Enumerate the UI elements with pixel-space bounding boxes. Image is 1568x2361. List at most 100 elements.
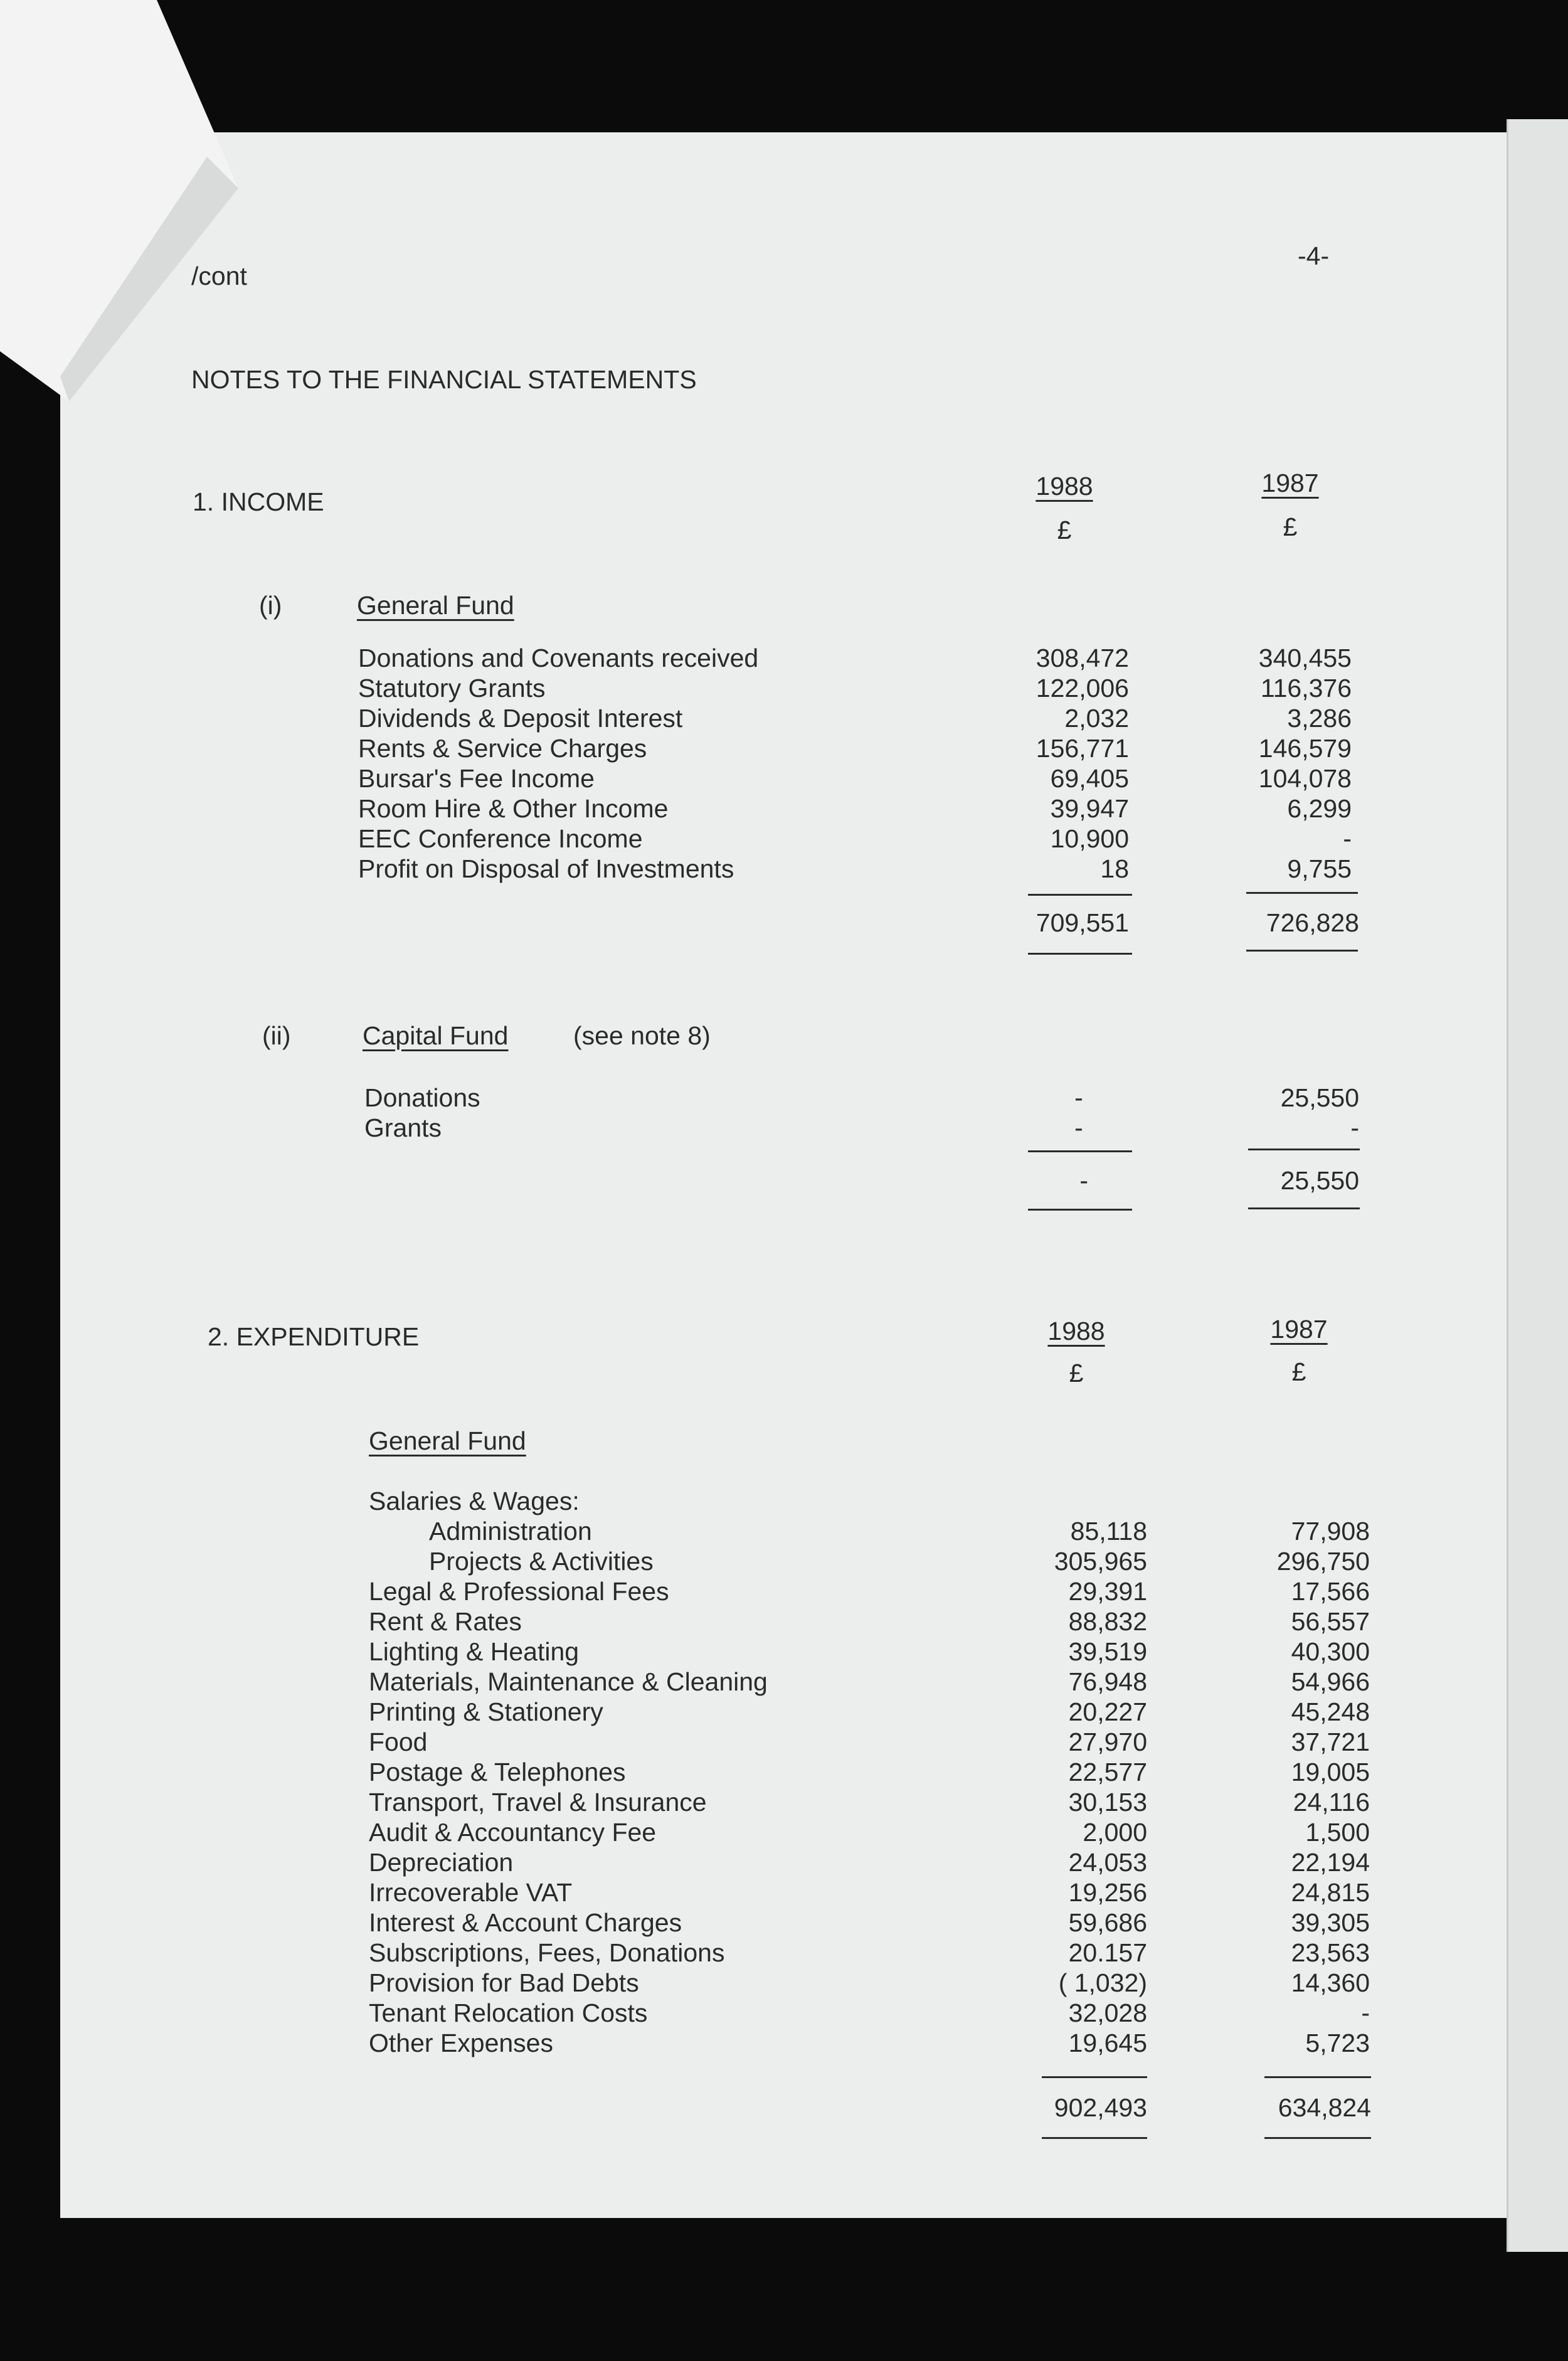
- table-row: Grants - -: [0, 1113, 1568, 1143]
- value-1987: 24,815: [1291, 1878, 1370, 1907]
- table-row: Room Hire & Other Income 39,947 6,299: [0, 793, 1568, 824]
- value-1987: 340,455: [1258, 644, 1352, 672]
- value-1988: 39,947: [1050, 794, 1129, 823]
- table-row: Salaries & Wages:: [0, 1486, 1568, 1516]
- table-row: Administration 85,118 77,908: [0, 1516, 1568, 1546]
- table-row: Tenant Relocation Costs 32,028 -: [0, 1998, 1568, 2028]
- general-fund-title: General Fund: [357, 591, 514, 620]
- row-label: Tenant Relocation Costs: [369, 1998, 648, 2027]
- expenditure-currency-1987: £: [1291, 1357, 1306, 1386]
- value-1988: 20.157: [1068, 1938, 1147, 1967]
- continued-label: /cont: [191, 262, 247, 290]
- value-1987: 54,966: [1291, 1667, 1370, 1696]
- total-1988: 902,493: [1054, 2093, 1147, 2122]
- table-row: Provision for Bad Debts ( 1,032) 14,360: [0, 1968, 1568, 1998]
- value-1988: 76,948: [1068, 1667, 1147, 1696]
- value-1987: 5,723: [1305, 2029, 1370, 2057]
- row-label: Profit on Disposal of Investments: [358, 854, 734, 883]
- row-label: Dividends & Deposit Interest: [358, 704, 683, 733]
- page-number: -4-: [1298, 241, 1330, 270]
- rule: [1264, 2076, 1371, 2078]
- row-label: Legal & Professional Fees: [369, 1577, 669, 1606]
- value-1988: 69,405: [1050, 764, 1129, 793]
- row-label: Transport, Travel & Insurance: [369, 1788, 707, 1817]
- value-1988: ( 1,032): [1058, 1968, 1147, 1997]
- value-1987: 40,300: [1291, 1637, 1370, 1666]
- value-1988: 85,118: [1070, 1517, 1147, 1546]
- expenditure-year-1987: 1987: [1270, 1315, 1328, 1344]
- income-currency-1988: £: [1057, 516, 1072, 544]
- value-1988: 29,391: [1068, 1577, 1147, 1606]
- income-currency-1987: £: [1283, 512, 1298, 541]
- rule: [1248, 1149, 1360, 1150]
- row-label: Donations: [364, 1083, 480, 1112]
- value-1988: 305,965: [1054, 1547, 1147, 1576]
- table-row: Donations - 25,550: [0, 1083, 1568, 1113]
- rule: [1246, 892, 1358, 894]
- table-row: Materials, Maintenance & Cleaning 76,948 5…: [0, 1667, 1568, 1697]
- value-1987: 6,299: [1287, 794, 1352, 823]
- row-label: Printing & Stationery: [369, 1697, 603, 1726]
- table-row: Transport, Travel & Insurance 30,153 24,11…: [0, 1787, 1568, 1817]
- value-1988: 19,645: [1068, 2029, 1147, 2057]
- table-row: Irrecoverable VAT 19,256 24,815: [0, 1877, 1568, 1907]
- next-page-edge: [1507, 119, 1568, 2252]
- value-1988: -: [1074, 1083, 1083, 1112]
- value-1988: -: [1074, 1113, 1083, 1142]
- row-label: Materials, Maintenance & Cleaning: [369, 1667, 768, 1696]
- value-1988: 20,227: [1068, 1697, 1147, 1726]
- rule: [1042, 2137, 1147, 2139]
- row-label: Postage & Telephones: [369, 1758, 626, 1786]
- row-label: Irrecoverable VAT: [369, 1878, 573, 1907]
- value-1988: 2,000: [1083, 1818, 1147, 1847]
- value-1987: 296,750: [1276, 1547, 1370, 1576]
- row-label: EEC Conference Income: [358, 824, 643, 853]
- value-1987: 19,005: [1291, 1758, 1370, 1786]
- value-1988: 88,832: [1068, 1607, 1147, 1636]
- rule: [1248, 1207, 1360, 1209]
- row-label: Room Hire & Other Income: [358, 794, 669, 823]
- total-1988: -: [1079, 1166, 1088, 1195]
- value-1988: 27,970: [1068, 1727, 1147, 1756]
- income-general-total-row: 709,551 726,828: [0, 908, 1568, 938]
- expenditure-general-fund-title: General Fund: [369, 1426, 526, 1455]
- value-1987: 104,078: [1258, 764, 1352, 793]
- row-label: Interest & Account Charges: [369, 1908, 682, 1937]
- row-label: Administration: [429, 1517, 592, 1546]
- value-1988: 19,256: [1068, 1878, 1147, 1907]
- value-1988: 39,519: [1068, 1637, 1147, 1666]
- rule: [1246, 950, 1358, 952]
- table-row: Donations and Covenants received 308,472 3…: [0, 643, 1568, 673]
- value-1987: 56,557: [1291, 1607, 1370, 1636]
- rule: [1028, 894, 1132, 896]
- table-row: Rent & Rates 88,832 56,557: [0, 1606, 1568, 1637]
- table-row: Food 27,970 37,721: [0, 1727, 1568, 1757]
- table-row: Projects & Activities 305,965 296,750: [0, 1546, 1568, 1576]
- income-year-1987: 1987: [1261, 469, 1319, 497]
- value-1987: 23,563: [1291, 1938, 1370, 1967]
- document-page: [60, 132, 1507, 2218]
- value-1987: 9,755: [1287, 854, 1352, 883]
- value-1987: 39,305: [1291, 1908, 1370, 1937]
- expenditure-heading: 2. EXPENDITURE: [208, 1322, 420, 1351]
- table-row: Printing & Stationery 20,227 45,248: [0, 1697, 1568, 1727]
- value-1988: 308,472: [1036, 644, 1129, 672]
- row-label: Food: [369, 1727, 428, 1756]
- row-label: Projects & Activities: [429, 1547, 654, 1576]
- total-1987: 25,550: [1280, 1166, 1359, 1195]
- table-row: Bursar's Fee Income 69,405 104,078: [0, 763, 1568, 793]
- value-1988: 2,032: [1064, 704, 1129, 733]
- expenditure-currency-1988: £: [1069, 1359, 1084, 1387]
- value-1988: 10,900: [1050, 824, 1129, 853]
- row-label: Provision for Bad Debts: [369, 1968, 639, 1997]
- value-1987: 1,500: [1305, 1818, 1370, 1847]
- value-1988: 156,771: [1036, 734, 1129, 763]
- table-row: Rents & Service Charges 156,771 146,579: [0, 733, 1568, 763]
- income-heading: 1. INCOME: [193, 487, 324, 516]
- table-row: Depreciation 24,053 22,194: [0, 1847, 1568, 1877]
- row-label: Other Expenses: [369, 2029, 553, 2057]
- rule: [1028, 1209, 1132, 1211]
- general-fund-index: (i): [259, 591, 282, 620]
- table-row: Statutory Grants 122,006 116,376: [0, 673, 1568, 703]
- row-label: Depreciation: [369, 1848, 514, 1877]
